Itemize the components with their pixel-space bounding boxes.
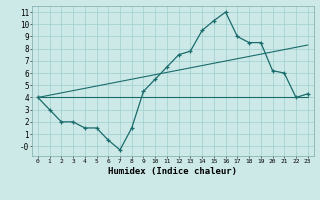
X-axis label: Humidex (Indice chaleur): Humidex (Indice chaleur) <box>108 167 237 176</box>
